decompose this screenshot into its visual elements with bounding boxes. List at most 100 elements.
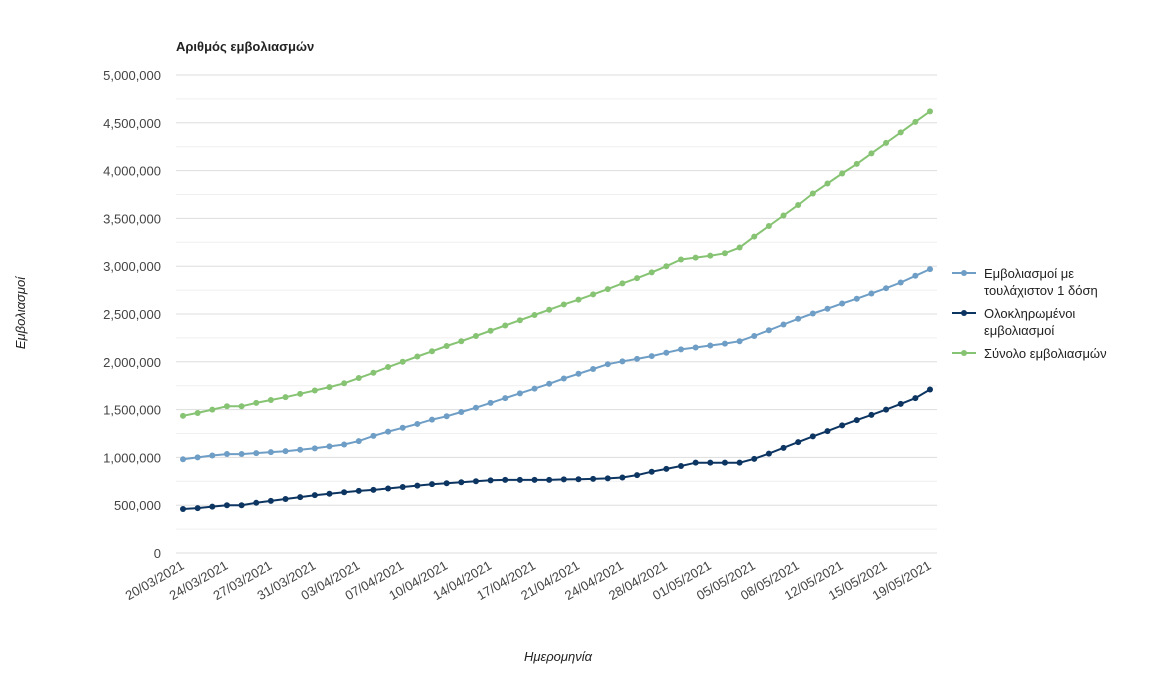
data-point: [663, 465, 670, 472]
data-point: [765, 223, 772, 230]
data-point: [927, 266, 933, 273]
data-point: [765, 450, 772, 457]
data-point: [839, 170, 846, 177]
data-point: [736, 244, 743, 251]
data-point: [927, 108, 933, 115]
data-point: [458, 338, 465, 345]
data-point: [443, 413, 450, 420]
data-point: [736, 338, 743, 345]
y-tick-label: 5,000,000: [103, 68, 161, 83]
data-point: [472, 404, 479, 411]
x-axis-ticks: 20/03/202124/03/202127/03/202131/03/2021…: [123, 558, 934, 604]
series-group: [180, 266, 933, 463]
data-point: [721, 459, 728, 466]
y-tick-label: 500,000: [114, 498, 161, 513]
data-point: [912, 118, 919, 125]
data-point: [839, 422, 846, 429]
data-point: [590, 475, 597, 482]
data-point: [502, 395, 509, 402]
data-point: [736, 459, 743, 466]
series-group: [180, 108, 933, 419]
data-point: [721, 340, 728, 347]
data-point: [839, 300, 846, 307]
data-point: [751, 233, 758, 240]
data-point: [311, 492, 318, 499]
data-point: [604, 475, 611, 482]
data-point: [267, 497, 274, 504]
data-point: [370, 432, 377, 439]
data-point: [751, 455, 758, 462]
legend-label: Ολοκληρωμένοι: [984, 306, 1075, 321]
data-point: [751, 332, 758, 339]
data-point: [414, 420, 421, 427]
data-point: [253, 399, 260, 406]
data-point: [297, 494, 304, 501]
data-point: [604, 361, 611, 368]
data-point: [399, 358, 406, 365]
data-point: [531, 311, 538, 318]
data-point: [326, 490, 333, 497]
data-point: [824, 180, 831, 187]
data-point: [663, 349, 670, 356]
data-point: [311, 445, 318, 452]
legend: Εμβολιασμοί με τουλάχιστον 1 δόση Ολοκληρω…: [952, 266, 1107, 361]
data-point: [282, 394, 289, 401]
data-point: [634, 472, 641, 479]
data-point: [560, 375, 567, 382]
data-point: [560, 301, 567, 308]
data-point: [883, 285, 890, 292]
data-point: [692, 344, 699, 351]
data-point: [809, 310, 816, 317]
data-point: [341, 441, 348, 448]
data-point: [809, 190, 816, 197]
y-tick-label: 0: [154, 546, 161, 561]
data-point: [765, 327, 772, 334]
legend-item: Εμβολιασμοί με τουλάχιστον 1 δόση: [952, 266, 1098, 298]
data-point: [516, 390, 523, 397]
data-point: [707, 252, 714, 259]
data-point: [180, 412, 186, 419]
data-point: [443, 480, 450, 487]
data-point: [707, 459, 714, 466]
data-point: [516, 317, 523, 324]
data-point: [223, 502, 230, 509]
y-tick-label: 1,500,000: [103, 403, 161, 418]
data-point: [721, 250, 728, 257]
data-point: [458, 408, 465, 415]
data-point: [795, 202, 802, 209]
data-point: [341, 380, 348, 387]
data-point: [209, 452, 216, 459]
data-point: [267, 397, 274, 404]
data-point: [897, 129, 904, 136]
data-point: [809, 433, 816, 440]
series-line: [182, 110, 931, 417]
data-point: [238, 502, 245, 509]
data-point: [663, 263, 670, 270]
data-point: [370, 369, 377, 376]
data-point: [692, 254, 699, 261]
data-point: [487, 327, 494, 334]
data-point: [868, 411, 875, 418]
legend-label: Εμβολιασμοί με: [984, 266, 1074, 281]
data-point: [297, 446, 304, 453]
y-tick-label: 1,000,000: [103, 450, 161, 465]
data-point: [180, 456, 186, 463]
data-point: [853, 295, 860, 302]
y-axis-title: Εμβολιασμοί: [13, 276, 28, 349]
data-point: [458, 479, 465, 486]
data-point: [707, 342, 714, 349]
data-point: [194, 454, 201, 461]
data-point: [648, 468, 655, 475]
data-point: [868, 150, 875, 157]
data-point: [619, 280, 626, 287]
legend-swatch-marker: [961, 310, 967, 316]
data-point: [355, 375, 362, 382]
data-point: [267, 449, 274, 456]
y-tick-label: 3,000,000: [103, 259, 161, 274]
data-point: [531, 476, 538, 483]
chart-title: Αριθμός εμβολιασμών: [176, 39, 314, 54]
data-point: [678, 463, 684, 470]
data-point: [780, 212, 787, 219]
data-point: [678, 346, 684, 353]
